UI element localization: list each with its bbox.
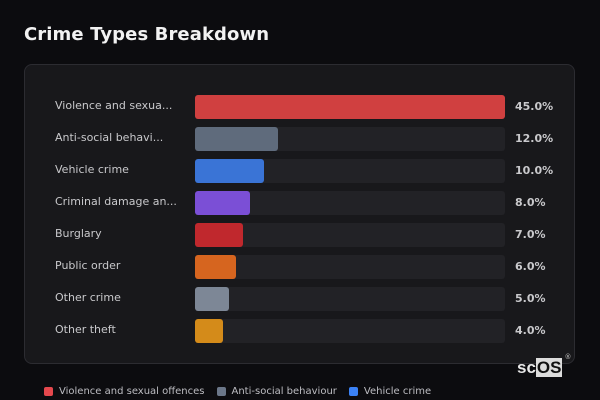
bar-row[interactable]: Public order 6.0%: [25, 255, 574, 279]
legend-label: Anti-social behaviour: [231, 386, 337, 397]
bar-row[interactable]: Other theft 4.0%: [25, 319, 574, 343]
registered-icon: ®: [565, 354, 571, 361]
bar-row[interactable]: Other crime 5.0%: [25, 287, 574, 311]
bar-value: 12.0%: [515, 132, 554, 145]
bar-label: Criminal damage an...: [55, 195, 177, 208]
bar-fill[interactable]: [195, 127, 278, 151]
bar-fill[interactable]: [195, 95, 505, 119]
legend-swatch: [216, 387, 226, 396]
bar-value: 6.0%: [515, 260, 546, 273]
bar-fill[interactable]: [195, 159, 264, 183]
bar-value: 5.0%: [515, 292, 546, 305]
bar-row[interactable]: Criminal damage an... 8.0%: [25, 191, 574, 215]
bar-row[interactable]: Burglary 7.0%: [25, 223, 574, 247]
bar-track: [195, 95, 505, 119]
bar-track: [195, 127, 505, 151]
bar-value: 4.0%: [515, 324, 546, 337]
bar-label: Vehicle crime: [55, 163, 129, 176]
logo-sc: sc: [517, 358, 536, 377]
legend-label: Vehicle crime: [363, 386, 432, 397]
bar-track: [195, 287, 505, 311]
logo-os: OS: [535, 358, 563, 377]
bar-track: [195, 159, 505, 183]
bar-fill[interactable]: [195, 255, 237, 279]
bar-row[interactable]: Anti-social behavi... 12.0%: [25, 127, 574, 151]
bar-fill[interactable]: [195, 191, 251, 215]
bar-row[interactable]: Vehicle crime 10.0%: [25, 159, 574, 183]
legend-item[interactable]: Anti-social behaviour: [216, 386, 337, 397]
bar-label: Violence and sexua...: [55, 99, 173, 112]
bar-value: 45.0%: [515, 100, 554, 113]
bar-value: 8.0%: [515, 196, 546, 209]
legend-label: Violence and sexual offences: [59, 386, 205, 397]
bar-label: Anti-social behavi...: [55, 131, 164, 144]
legend-item[interactable]: Violence and sexual offences: [44, 386, 205, 397]
bar-label: Public order: [55, 259, 121, 272]
legend-item[interactable]: Vehicle crime: [348, 386, 432, 397]
chart-title: Crime Types Breakdown: [24, 24, 270, 45]
bar-track: [195, 191, 505, 215]
chart-card: Violence and sexua... 45.0% Anti-social be…: [24, 64, 575, 364]
bar-fill[interactable]: [195, 287, 230, 311]
bar-fill[interactable]: [195, 223, 244, 247]
legend-swatch: [44, 387, 53, 396]
bar-row[interactable]: Violence and sexua... 45.0%: [25, 95, 574, 119]
bar-label: Other crime: [55, 291, 121, 304]
bar-value: 7.0%: [515, 228, 546, 241]
bar-value: 10.0%: [515, 164, 554, 177]
legend: Violence and sexual offences Anti-social …: [44, 386, 431, 397]
bar-track: [195, 319, 505, 343]
bar-fill[interactable]: [195, 319, 223, 343]
scos-logo: scOS ®: [517, 354, 570, 378]
bar-label: Burglary: [55, 227, 102, 240]
bar-track: [195, 223, 505, 247]
bar-label: Other theft: [55, 323, 116, 336]
bar-track: [195, 255, 505, 279]
legend-swatch: [348, 387, 358, 396]
